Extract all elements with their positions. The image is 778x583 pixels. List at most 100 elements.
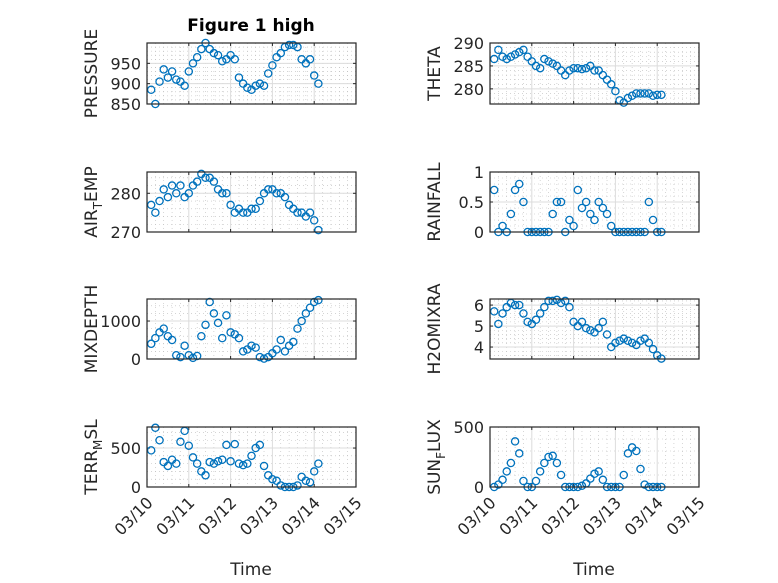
- data-point: [213, 50, 223, 60]
- data-point: [594, 323, 603, 333]
- data-point: [172, 459, 181, 468]
- y-tick-label: 0: [131, 478, 141, 497]
- data-point: [201, 320, 210, 330]
- axes-box: [489, 42, 700, 105]
- x-tick-label: 03/15: [663, 493, 709, 539]
- data-point: [188, 59, 198, 68]
- data-point: [590, 215, 599, 225]
- data-point: [268, 474, 277, 484]
- x-tick-label: 03/10: [111, 493, 157, 539]
- data-point: [255, 196, 265, 206]
- data-point: [535, 467, 545, 476]
- data-point: [159, 185, 168, 194]
- y-tick-label: 1: [474, 163, 484, 182]
- data-point: [197, 331, 206, 341]
- data-point: [515, 179, 524, 189]
- plot-area: [147, 43, 356, 104]
- data-point: [494, 480, 503, 489]
- y-axis-label: THETA: [425, 46, 445, 102]
- x-tick-label: 03/10: [454, 493, 500, 539]
- data-point: [619, 470, 629, 480]
- data-point: [494, 45, 503, 55]
- y-tick-label: 290: [453, 34, 484, 53]
- data-point: [263, 185, 273, 194]
- data-point: [176, 352, 185, 362]
- data-point: [644, 338, 654, 348]
- data-point: [577, 481, 587, 491]
- y-axis-label: TERRMSL: [82, 419, 105, 496]
- axes-h2omixra: 4 5 6 H2OMIXRA: [425, 283, 700, 375]
- data-point: [648, 344, 658, 354]
- data-point: [606, 80, 616, 89]
- data-point: [531, 315, 541, 325]
- plot-area: [147, 427, 356, 487]
- axes-air-temp: 270 280 AIRTEMP: [82, 166, 357, 242]
- data-point: [540, 54, 549, 64]
- data-point: [172, 189, 181, 198]
- data-point: [238, 347, 248, 356]
- data-point: [565, 66, 574, 75]
- data-point: [594, 66, 603, 75]
- data-point: [213, 457, 223, 466]
- data-point: [247, 341, 256, 350]
- data-point: [289, 337, 298, 347]
- data-point: [293, 208, 302, 217]
- data-point: [535, 63, 545, 73]
- data-point: [167, 67, 177, 76]
- data-point: [527, 57, 537, 66]
- data-point: [197, 44, 206, 54]
- axes-box: [489, 426, 700, 488]
- axes-box: [489, 171, 700, 233]
- data-point: [586, 474, 595, 483]
- data-point: [230, 55, 240, 64]
- data-point: [560, 70, 570, 80]
- data-point: [598, 475, 608, 485]
- data-point: [548, 59, 557, 68]
- data-point: [602, 75, 612, 84]
- data-point: [531, 476, 541, 486]
- data-point: [506, 52, 516, 62]
- data-point: [531, 61, 541, 71]
- data-point: [172, 75, 181, 84]
- data-point: [586, 209, 595, 219]
- y-tick-label: 280: [453, 80, 484, 99]
- data-point: [556, 66, 566, 75]
- data-point: [155, 196, 164, 206]
- data-point: [502, 54, 511, 64]
- data-point: [272, 189, 281, 198]
- data-point: [590, 469, 599, 479]
- y-tick-label: 0: [474, 223, 484, 242]
- data-point: [581, 323, 591, 333]
- x-tick-label: 03/11: [495, 493, 541, 539]
- data-point: [506, 209, 516, 219]
- data-point: [540, 458, 549, 468]
- data-point: [151, 208, 160, 217]
- data-point: [510, 50, 520, 59]
- data-point: [602, 330, 612, 339]
- x-tick-label: 03/13: [236, 493, 282, 539]
- data-point: [180, 341, 189, 350]
- y-tick-label: 850: [110, 95, 141, 114]
- data-point: [594, 467, 603, 476]
- data-point: [636, 89, 645, 98]
- data-point: [263, 69, 273, 78]
- data-point: [611, 338, 620, 348]
- data-point: [586, 326, 595, 335]
- data-point: [540, 302, 549, 312]
- y-axis-label: MIXDEPTH: [82, 285, 102, 374]
- data-point: [552, 458, 562, 468]
- data-point: [498, 309, 507, 318]
- data-point: [192, 459, 202, 468]
- data-point: [255, 352, 265, 362]
- data-point: [205, 457, 214, 467]
- data-point: [657, 90, 666, 100]
- data-point: [632, 446, 641, 456]
- data-point: [163, 73, 173, 82]
- data-point: [498, 52, 507, 62]
- data-point: [243, 459, 252, 468]
- data-point: [309, 467, 319, 476]
- data-point: [284, 40, 294, 50]
- data-point: [552, 61, 562, 71]
- data-point: [305, 55, 315, 64]
